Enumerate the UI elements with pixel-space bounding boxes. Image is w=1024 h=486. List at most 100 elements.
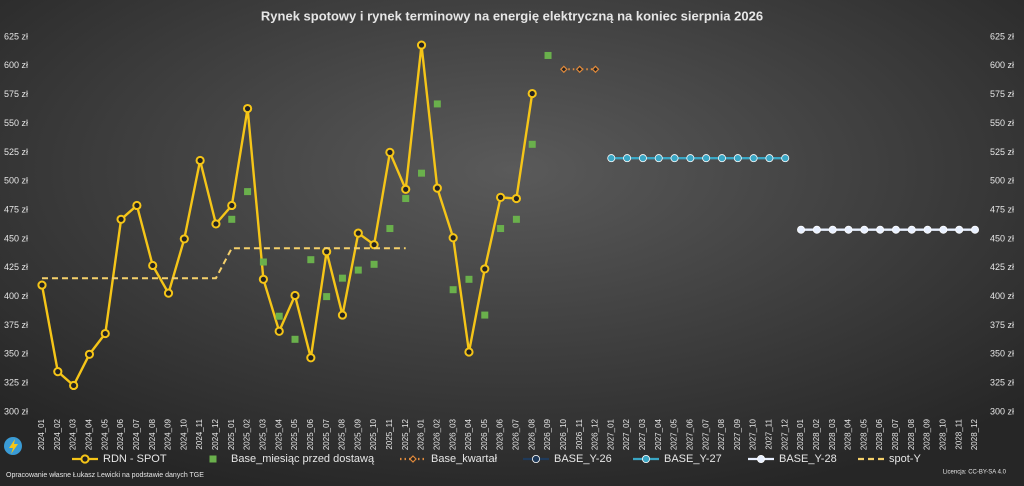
y2-tick-label: 375 zł — [990, 320, 1014, 330]
point — [242, 103, 253, 114]
x-tick-label: 2025_07 — [322, 418, 331, 450]
point — [638, 154, 647, 163]
point — [464, 347, 474, 357]
x-tick-label: 2024_02 — [53, 418, 62, 450]
y-tick-label: 625 zł — [4, 31, 28, 41]
x-tick-label: 2025_09 — [353, 418, 362, 450]
logo-bolt — [9, 439, 18, 454]
point — [781, 154, 790, 163]
point — [370, 260, 378, 268]
point — [37, 280, 47, 290]
x-tick-label: 2027_02 — [622, 418, 631, 450]
y2-tick-label: 300 zł — [990, 406, 1014, 416]
point — [481, 311, 489, 319]
y2-tick-label: 550 zł — [990, 118, 1014, 128]
x-tick-label: 2025_02 — [243, 418, 252, 450]
x-tick-label: 2028_06 — [875, 418, 884, 450]
x-tick-label: 2026_08 — [527, 418, 536, 450]
legend-label: Base_miesiąc przed dostawą — [231, 453, 375, 465]
y-tick-label: 450 zł — [4, 233, 28, 243]
legend-marker — [757, 454, 766, 463]
legend-label: RDN - SPOT — [103, 453, 167, 465]
x-tick-label: 2027_08 — [717, 418, 726, 450]
point — [559, 65, 568, 74]
legend-item: BASE_Y-26 — [523, 453, 612, 465]
point — [544, 51, 552, 59]
x-tick-label: 2024_06 — [116, 418, 125, 450]
point — [495, 192, 506, 202]
y2-tick-label: 450 zł — [990, 233, 1014, 243]
point — [416, 40, 427, 50]
x-tick-label: 2027_11 — [765, 418, 774, 449]
legend-label: BASE_Y-26 — [554, 453, 612, 465]
x-tick-label: 2028_09 — [923, 418, 932, 450]
legend-marker — [80, 454, 90, 464]
x-tick-label: 2024_08 — [148, 418, 157, 450]
point — [432, 183, 442, 193]
x-tick-label: 2026_04 — [464, 418, 473, 450]
point — [84, 349, 95, 359]
y2-tick-label: 475 zł — [990, 204, 1014, 214]
point — [353, 228, 363, 238]
point — [575, 65, 584, 74]
point — [306, 353, 316, 363]
point — [53, 367, 63, 377]
x-tick-label: 2028_02 — [812, 418, 821, 450]
y-tick-label: 600 zł — [4, 60, 28, 70]
x-tick-label: 2025_12 — [401, 418, 410, 450]
point — [497, 225, 505, 233]
point — [765, 154, 774, 163]
point — [480, 264, 490, 274]
y2-tick-label: 600 zł — [990, 60, 1014, 70]
point — [891, 225, 900, 234]
x-tick-label: 2028_05 — [859, 418, 868, 450]
x-tick-label: 2024_03 — [69, 418, 78, 450]
point — [797, 225, 806, 234]
series — [37, 40, 537, 391]
point — [623, 154, 632, 163]
x-tick-label: 2026_11 — [575, 418, 584, 449]
point — [244, 188, 252, 196]
point — [828, 225, 837, 234]
x-tick-label: 2028_08 — [907, 418, 916, 450]
x-tick-label: 2025_11 — [385, 418, 394, 449]
point — [717, 154, 726, 163]
legend-marker — [409, 455, 417, 463]
y-tick-label: 300 zł — [4, 406, 28, 416]
point — [449, 286, 457, 294]
legend-label: BASE_Y-28 — [779, 453, 837, 465]
point — [702, 154, 711, 163]
legend-label: Base_kwartał — [431, 453, 498, 465]
point — [971, 225, 980, 234]
legend-item: RDN - SPOT — [72, 453, 167, 465]
point — [654, 154, 663, 163]
legend-marker — [642, 454, 651, 463]
series — [42, 247, 406, 280]
point — [179, 234, 189, 244]
point — [591, 65, 600, 74]
point — [876, 225, 885, 234]
x-tick-label: 2024_07 — [132, 418, 141, 450]
x-tick-label: 2027_03 — [638, 418, 647, 450]
y-tick-label: 525 zł — [4, 147, 28, 157]
y-tick-label: 575 zł — [4, 89, 28, 99]
series — [559, 65, 600, 74]
y2-tick-label: 625 zł — [990, 31, 1014, 41]
x-tick-label: 2027_12 — [780, 418, 789, 450]
x-tick-label: 2028_07 — [891, 418, 900, 450]
point — [259, 258, 267, 266]
point — [418, 169, 426, 177]
point — [844, 225, 853, 234]
y2-tick-label: 425 zł — [990, 262, 1014, 272]
x-tick-label: 2024_04 — [85, 418, 94, 450]
x-tick-label: 2028_11 — [954, 418, 963, 449]
x-tick-label: 2025_04 — [274, 418, 283, 450]
x-tick-label: 2024_11 — [195, 418, 204, 449]
y-tick-label: 550 zł — [4, 118, 28, 128]
legend-label: spot-Y — [889, 453, 921, 465]
point — [291, 335, 299, 343]
x-tick-label: 2026_01 — [417, 418, 426, 450]
point — [195, 155, 205, 166]
series-line — [42, 247, 406, 280]
